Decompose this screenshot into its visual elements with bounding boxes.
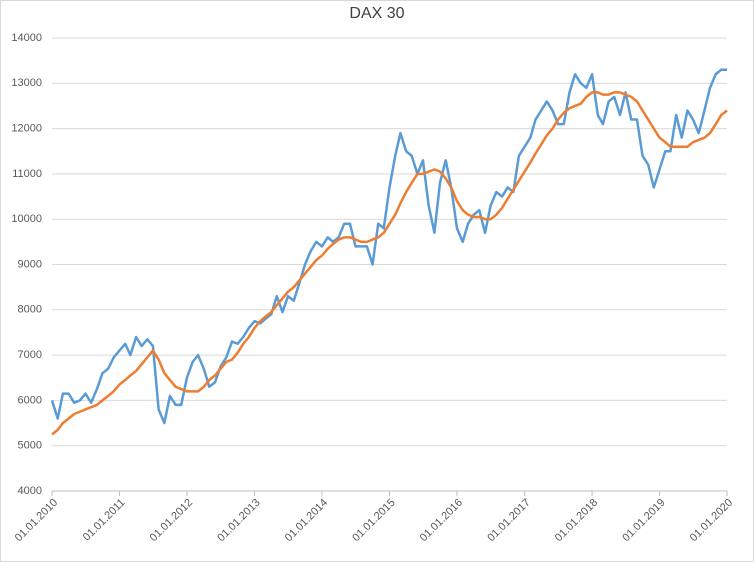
y-tick-label: 11000 <box>12 168 42 180</box>
y-tick-label: 7000 <box>18 349 42 361</box>
y-tick-label: 9000 <box>18 258 42 270</box>
y-tick-label: 10000 <box>11 213 42 225</box>
y-tick-label: 6000 <box>18 394 42 406</box>
y-tick-label: 12000 <box>11 123 42 135</box>
y-tick-label: 5000 <box>18 440 42 452</box>
y-tick-label: 8000 <box>18 304 42 316</box>
y-tick-label: 4000 <box>18 485 42 497</box>
data-line <box>50 68 727 425</box>
y-tick-label: 13000 <box>11 77 42 89</box>
chart-title: DAX 30 <box>349 5 404 22</box>
y-tick-label: 14000 <box>11 32 42 44</box>
data-line <box>51 91 728 436</box>
